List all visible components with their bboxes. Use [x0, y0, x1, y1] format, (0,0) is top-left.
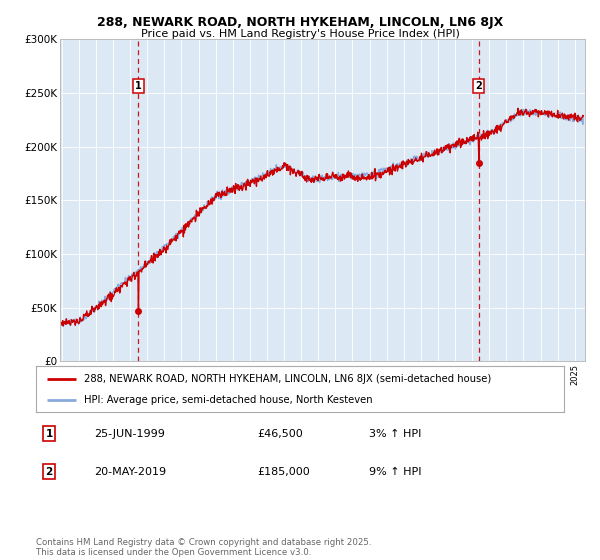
Text: £46,500: £46,500	[258, 429, 304, 439]
Text: 3% ↑ HPI: 3% ↑ HPI	[368, 429, 421, 439]
Text: 2: 2	[46, 466, 53, 477]
Text: 2: 2	[475, 81, 482, 91]
Text: Price paid vs. HM Land Registry's House Price Index (HPI): Price paid vs. HM Land Registry's House …	[140, 29, 460, 39]
Text: 288, NEWARK ROAD, NORTH HYKEHAM, LINCOLN, LN6 8JX (semi-detached house): 288, NEWARK ROAD, NORTH HYKEHAM, LINCOLN…	[83, 374, 491, 384]
Text: HPI: Average price, semi-detached house, North Kesteven: HPI: Average price, semi-detached house,…	[83, 395, 372, 405]
Text: 288, NEWARK ROAD, NORTH HYKEHAM, LINCOLN, LN6 8JX: 288, NEWARK ROAD, NORTH HYKEHAM, LINCOLN…	[97, 16, 503, 29]
Text: 1: 1	[135, 81, 142, 91]
Text: 20-MAY-2019: 20-MAY-2019	[94, 466, 166, 477]
Text: £185,000: £185,000	[258, 466, 311, 477]
Text: 1: 1	[46, 429, 53, 439]
Text: 25-JUN-1999: 25-JUN-1999	[94, 429, 165, 439]
Text: Contains HM Land Registry data © Crown copyright and database right 2025.
This d: Contains HM Land Registry data © Crown c…	[36, 538, 371, 557]
Text: 9% ↑ HPI: 9% ↑ HPI	[368, 466, 421, 477]
